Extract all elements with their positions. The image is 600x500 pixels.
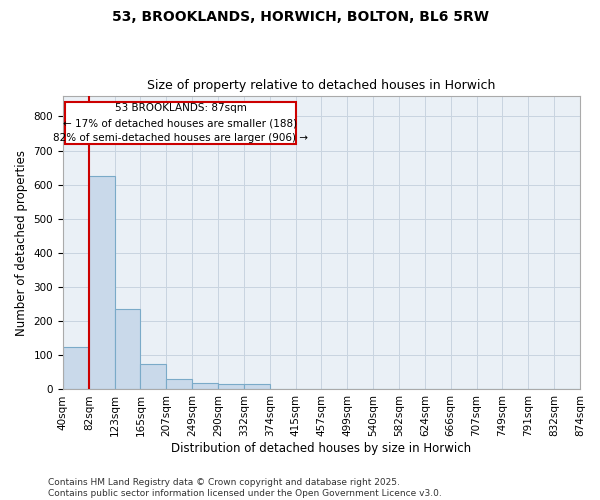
Bar: [89, 176, 115, 390]
Bar: [244, 384, 270, 390]
Bar: [140, 364, 166, 390]
Bar: [166, 379, 192, 390]
X-axis label: Distribution of detached houses by size in Horwich: Distribution of detached houses by size …: [172, 442, 472, 455]
Bar: [218, 384, 244, 390]
Y-axis label: Number of detached properties: Number of detached properties: [15, 150, 28, 336]
Title: Size of property relative to detached houses in Horwich: Size of property relative to detached ho…: [147, 79, 496, 92]
Text: 53 BROOKLANDS: 87sqm
← 17% of detached houses are smaller (188)
82% of semi-deta: 53 BROOKLANDS: 87sqm ← 17% of detached h…: [53, 104, 308, 143]
FancyBboxPatch shape: [65, 102, 296, 144]
Bar: [63, 347, 89, 390]
Bar: [192, 382, 218, 390]
Bar: [115, 310, 140, 390]
Text: 53, BROOKLANDS, HORWICH, BOLTON, BL6 5RW: 53, BROOKLANDS, HORWICH, BOLTON, BL6 5RW: [112, 10, 488, 24]
Text: Contains HM Land Registry data © Crown copyright and database right 2025.
Contai: Contains HM Land Registry data © Crown c…: [48, 478, 442, 498]
